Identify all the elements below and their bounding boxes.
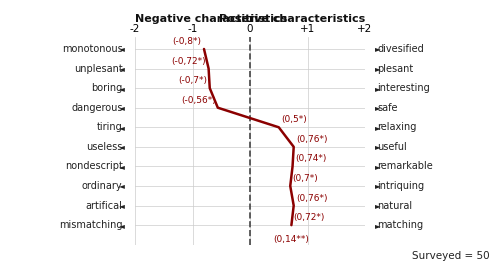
Text: divesified: divesified [378, 44, 424, 54]
Text: ordinary: ordinary [82, 181, 122, 191]
Text: (0,76*): (0,76*) [296, 135, 328, 144]
Text: ◄: ◄ [119, 44, 125, 53]
Text: (-0,7*): (-0,7*) [178, 76, 208, 85]
Text: relaxing: relaxing [378, 122, 417, 132]
Text: ◄: ◄ [119, 162, 125, 171]
Text: ►: ► [375, 64, 381, 73]
Text: ►: ► [375, 201, 381, 210]
Text: (0,5*): (0,5*) [281, 115, 307, 124]
Text: plesant: plesant [378, 64, 414, 74]
Text: (0,74*): (0,74*) [295, 155, 326, 164]
Text: ►: ► [375, 162, 381, 171]
Text: (0,7*): (0,7*) [292, 174, 318, 183]
Text: ◄: ◄ [119, 103, 125, 112]
Text: nondescript: nondescript [64, 161, 122, 171]
Text: mismatching: mismatching [59, 220, 122, 230]
Text: boring: boring [92, 83, 122, 93]
Text: natural: natural [378, 201, 412, 211]
Text: (-0,56*): (-0,56*) [181, 96, 216, 105]
Text: useless: useless [86, 142, 122, 152]
Text: ►: ► [375, 181, 381, 190]
Text: interesting: interesting [378, 83, 430, 93]
Text: dangerous: dangerous [71, 103, 122, 113]
Text: (-0,72*): (-0,72*) [172, 57, 206, 66]
Text: ◄: ◄ [119, 64, 125, 73]
Text: monotonous: monotonous [62, 44, 122, 54]
Text: Negative characteristics: Negative characteristics [135, 14, 287, 24]
Text: remarkable: remarkable [378, 161, 433, 171]
Text: intriquing: intriquing [378, 181, 424, 191]
Text: ◄: ◄ [119, 123, 125, 132]
Text: Positive characteristics: Positive characteristics [219, 14, 365, 24]
Text: unplesant: unplesant [74, 64, 122, 74]
Text: useful: useful [378, 142, 407, 152]
Text: (-0,8*): (-0,8*) [172, 37, 202, 46]
Text: ◄: ◄ [119, 201, 125, 210]
Text: tiring: tiring [97, 122, 122, 132]
Text: ◄: ◄ [119, 84, 125, 93]
Text: safe: safe [378, 103, 398, 113]
Text: ►: ► [375, 44, 381, 53]
Text: ◄: ◄ [119, 181, 125, 190]
Text: (0,14**): (0,14**) [274, 235, 310, 244]
Text: artifical: artifical [86, 201, 122, 211]
Text: ►: ► [375, 84, 381, 93]
Text: (0,76*): (0,76*) [296, 194, 328, 203]
Text: ►: ► [375, 103, 381, 112]
Text: ►: ► [375, 142, 381, 151]
Text: (0,72*): (0,72*) [294, 213, 325, 222]
Text: Surveyed = 50: Surveyed = 50 [412, 251, 490, 261]
Text: ►: ► [375, 221, 381, 230]
Text: ►: ► [375, 123, 381, 132]
Text: ◄: ◄ [119, 142, 125, 151]
Text: matching: matching [378, 220, 424, 230]
Text: ◄: ◄ [119, 221, 125, 230]
